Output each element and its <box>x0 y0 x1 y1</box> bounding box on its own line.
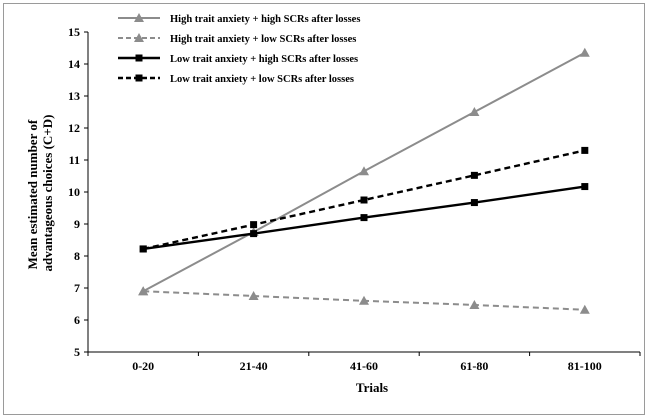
legend-label: High trait anxiety + low SCRs after loss… <box>170 34 356 45</box>
y-axis-ticks: 5 6 7 8 9 10 11 12 13 14 15 <box>68 25 88 359</box>
y-tick-label: 7 <box>74 281 80 295</box>
legend-item: High trait anxiety + low SCRs after loss… <box>118 33 356 45</box>
legend-label: Low trait anxiety + low SCRs after losse… <box>170 74 354 85</box>
legend-marker <box>135 54 143 62</box>
legend: High trait anxiety + high SCRs after los… <box>118 13 360 85</box>
x-tick-label: 41-60 <box>350 359 378 373</box>
data-series <box>138 47 590 314</box>
legend-marker <box>135 74 143 82</box>
data-point <box>139 245 147 253</box>
data-point <box>359 295 369 305</box>
series-3 <box>139 183 589 253</box>
data-point <box>359 166 369 176</box>
y-axis-title-line-1: Mean estimated number of <box>25 119 40 269</box>
x-tick-label: 61-80 <box>460 359 488 373</box>
legend-marker <box>134 33 144 42</box>
data-point <box>250 221 258 229</box>
y-axis-title-line-2: advantageous choices (C+D) <box>40 115 55 272</box>
x-tick-label: 21-40 <box>240 359 268 373</box>
data-point <box>470 199 478 207</box>
y-tick-label: 9 <box>74 217 80 231</box>
x-axis-ticks: 0-20 21-40 41-60 61-80 81-100 <box>87 352 641 373</box>
legend-marker <box>134 13 144 22</box>
y-tick-label: 11 <box>69 153 80 167</box>
x-tick-label: 0-20 <box>132 359 154 373</box>
y-axis-title: Mean estimated number of advantageous ch… <box>25 115 55 272</box>
data-point <box>360 214 368 222</box>
data-point <box>248 291 259 300</box>
x-axis-title: Trials <box>356 380 388 395</box>
y-tick-label: 8 <box>74 249 80 263</box>
y-tick-label: 10 <box>68 185 80 199</box>
series-4 <box>139 146 589 253</box>
data-point <box>250 230 258 238</box>
y-tick-label: 12 <box>68 121 80 135</box>
data-point <box>470 171 478 179</box>
legend-item: Low trait anxiety + high SCRs after loss… <box>118 54 358 65</box>
data-point <box>138 286 149 296</box>
y-tick-label: 6 <box>74 313 80 327</box>
data-point <box>360 196 368 204</box>
data-point <box>579 47 590 57</box>
legend-item: High trait anxiety + high SCRs after los… <box>118 13 360 25</box>
data-point <box>581 183 589 191</box>
series-line <box>142 149 586 251</box>
y-tick-label: 13 <box>68 89 80 103</box>
x-tick-label: 81-100 <box>568 359 602 373</box>
data-point <box>469 107 480 116</box>
series-2 <box>138 286 590 314</box>
legend-label: Low trait anxiety + high SCRs after loss… <box>170 54 358 65</box>
legend-label: High trait anxiety + high SCRs after los… <box>170 14 360 25</box>
y-tick-label: 15 <box>68 25 80 39</box>
y-tick-label: 5 <box>74 345 80 359</box>
y-tick-label: 14 <box>68 57 80 71</box>
data-point <box>579 304 590 314</box>
data-point <box>581 146 589 154</box>
legend-item: Low trait anxiety + low SCRs after losse… <box>118 74 354 85</box>
data-point <box>469 299 480 309</box>
